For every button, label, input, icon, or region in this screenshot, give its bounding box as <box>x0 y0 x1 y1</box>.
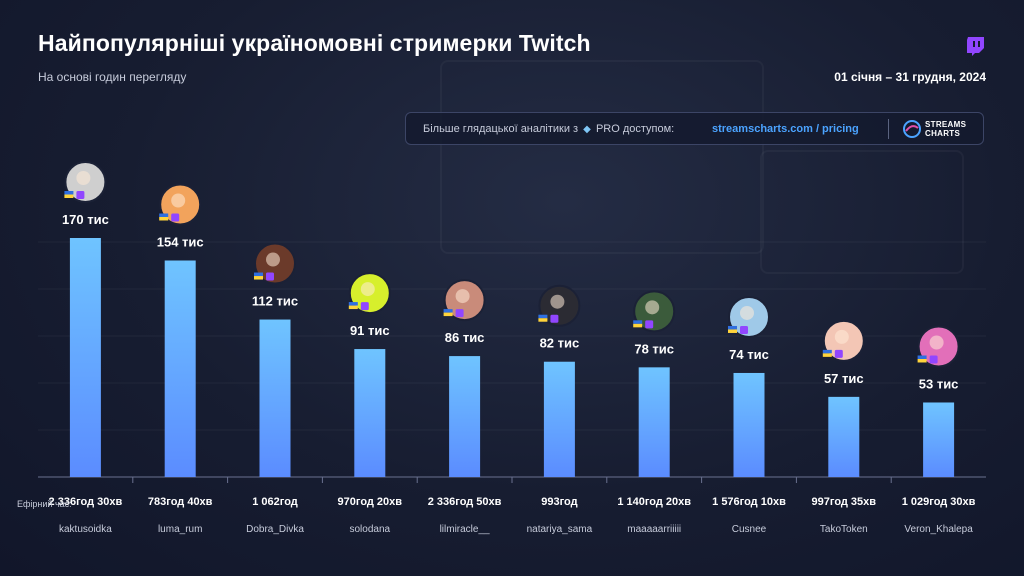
pricing-link[interactable]: streamscharts.com / pricing <box>712 123 859 135</box>
ua-flag-icon <box>254 272 263 277</box>
ua-flag-icon <box>64 191 74 195</box>
bar <box>259 319 291 477</box>
bar-value-label: 74 тис <box>729 347 769 362</box>
logo-line-2: CHARTS <box>925 129 961 138</box>
promo-text: Більше глядацької аналітики з ◆ PRO дост… <box>423 123 674 135</box>
divider <box>888 119 889 139</box>
diamond-icon: ◆ <box>583 124 591 135</box>
avatar-face <box>76 171 91 185</box>
category-label: natariya_sama <box>527 524 593 535</box>
category-label: Veron_Khalepa <box>904 524 973 535</box>
avatar-face <box>645 300 660 315</box>
ua-flag-icon <box>348 305 358 310</box>
airtime-value: 997год 35хв <box>812 496 877 508</box>
bar-value-label: 78 тис <box>634 341 674 356</box>
ua-flag-icon <box>633 323 643 328</box>
avatar-face <box>171 193 186 208</box>
airtime-value: 970год 20хв <box>338 496 403 508</box>
bar <box>923 402 955 477</box>
ua-flag-icon <box>443 312 453 317</box>
avatar-face <box>740 305 754 320</box>
bar <box>164 260 196 477</box>
bar-value-label: 57 тис <box>824 371 864 386</box>
streamscharts-logo-text: STREAMS CHARTS <box>925 120 966 138</box>
airtime-value: 993год <box>541 496 577 508</box>
twitch-badge-icon <box>740 325 748 334</box>
bar-value-label: 154 тис <box>157 234 204 249</box>
bar <box>733 372 765 477</box>
avatar-face <box>550 294 565 309</box>
category-label: TakoToken <box>820 524 868 535</box>
ua-flag-icon <box>822 349 832 354</box>
ua-flag-icon <box>728 329 737 333</box>
twitch-badge-icon <box>929 355 938 364</box>
category-label: maaaaarriiiii <box>627 524 681 535</box>
twitch-badge-icon <box>76 191 85 199</box>
bar-value-label: 82 тис <box>540 336 580 351</box>
airtime-value: 2 336год 30хв <box>49 496 123 508</box>
date-range: 01 січня – 31 грудня, 2024 <box>834 70 986 84</box>
ua-flag-icon <box>822 353 832 357</box>
airtime-value: 1 140год 20хв <box>617 496 691 508</box>
twitch-badge-icon <box>645 320 654 329</box>
avatar-face <box>266 252 280 267</box>
ua-flag-icon <box>633 320 643 324</box>
promo-banner[interactable]: Більше глядацької аналітики з ◆ PRO дост… <box>405 112 984 145</box>
ua-flag-icon <box>917 355 927 359</box>
bar-value-label: 170 тис <box>62 212 109 227</box>
category-label: luma_rum <box>158 524 202 535</box>
ua-flag-icon <box>443 309 453 313</box>
category-label: kaktusoidka <box>59 524 112 535</box>
airtime-label: Ефірний час: <box>17 499 72 509</box>
ua-flag-icon <box>159 213 169 217</box>
category-label: Cusnee <box>732 524 767 535</box>
bar <box>543 361 575 477</box>
ua-flag-icon <box>348 302 358 306</box>
bar-value-label: 53 тис <box>919 376 959 391</box>
promo-text-after: PRO доступом: <box>595 123 675 135</box>
ua-flag-icon <box>159 216 169 221</box>
bar-value-label: 86 тис <box>445 330 485 345</box>
streamscharts-logo-icon <box>903 120 921 138</box>
category-label: lilmiracle__ <box>440 524 490 535</box>
logo-line-1: STREAMS <box>925 120 967 129</box>
page-subtitle: На основі годин перегляду <box>38 70 187 84</box>
ua-flag-icon <box>254 276 263 280</box>
ua-flag-icon <box>538 318 548 322</box>
twitch-badge-icon <box>834 349 843 358</box>
airtime-value: 1 062год <box>252 496 298 508</box>
twitch-badge-icon <box>171 213 180 222</box>
airtime-value: 2 336год 50хв <box>428 496 502 508</box>
twitch-badge-icon <box>455 309 464 318</box>
airtime-value: 1 029год 30хв <box>902 496 976 508</box>
category-label: Dobra_Divka <box>246 524 304 535</box>
bar-value-label: 112 тис <box>252 294 298 309</box>
bar <box>69 238 101 477</box>
ua-flag-icon <box>64 194 74 198</box>
category-label: solodana <box>350 524 391 535</box>
bar <box>449 356 481 477</box>
twitch-badge-icon <box>360 302 369 311</box>
airtime-value: 783год 40хв <box>148 496 213 508</box>
bar <box>638 367 670 477</box>
bar-value-label: 91 тис <box>350 323 390 338</box>
twitch-badge-icon <box>550 314 559 323</box>
page-title: Найпопулярніші україномовні стримерки Tw… <box>38 30 591 56</box>
bar <box>354 349 386 477</box>
ua-flag-icon <box>917 358 927 363</box>
twitch-badge-icon <box>266 272 274 281</box>
avatar-face <box>455 289 470 304</box>
twitch-icon <box>967 37 984 56</box>
ua-flag-icon <box>538 314 548 319</box>
background-frame <box>760 150 964 274</box>
avatar-face <box>929 335 944 350</box>
avatar-face <box>834 329 849 344</box>
airtime-value: 1 576год 10хв <box>712 496 786 508</box>
avatar-face <box>360 282 375 297</box>
bar <box>828 396 860 477</box>
promo-text-before: Більше глядацької аналітики з <box>423 123 579 135</box>
ua-flag-icon <box>728 325 737 330</box>
